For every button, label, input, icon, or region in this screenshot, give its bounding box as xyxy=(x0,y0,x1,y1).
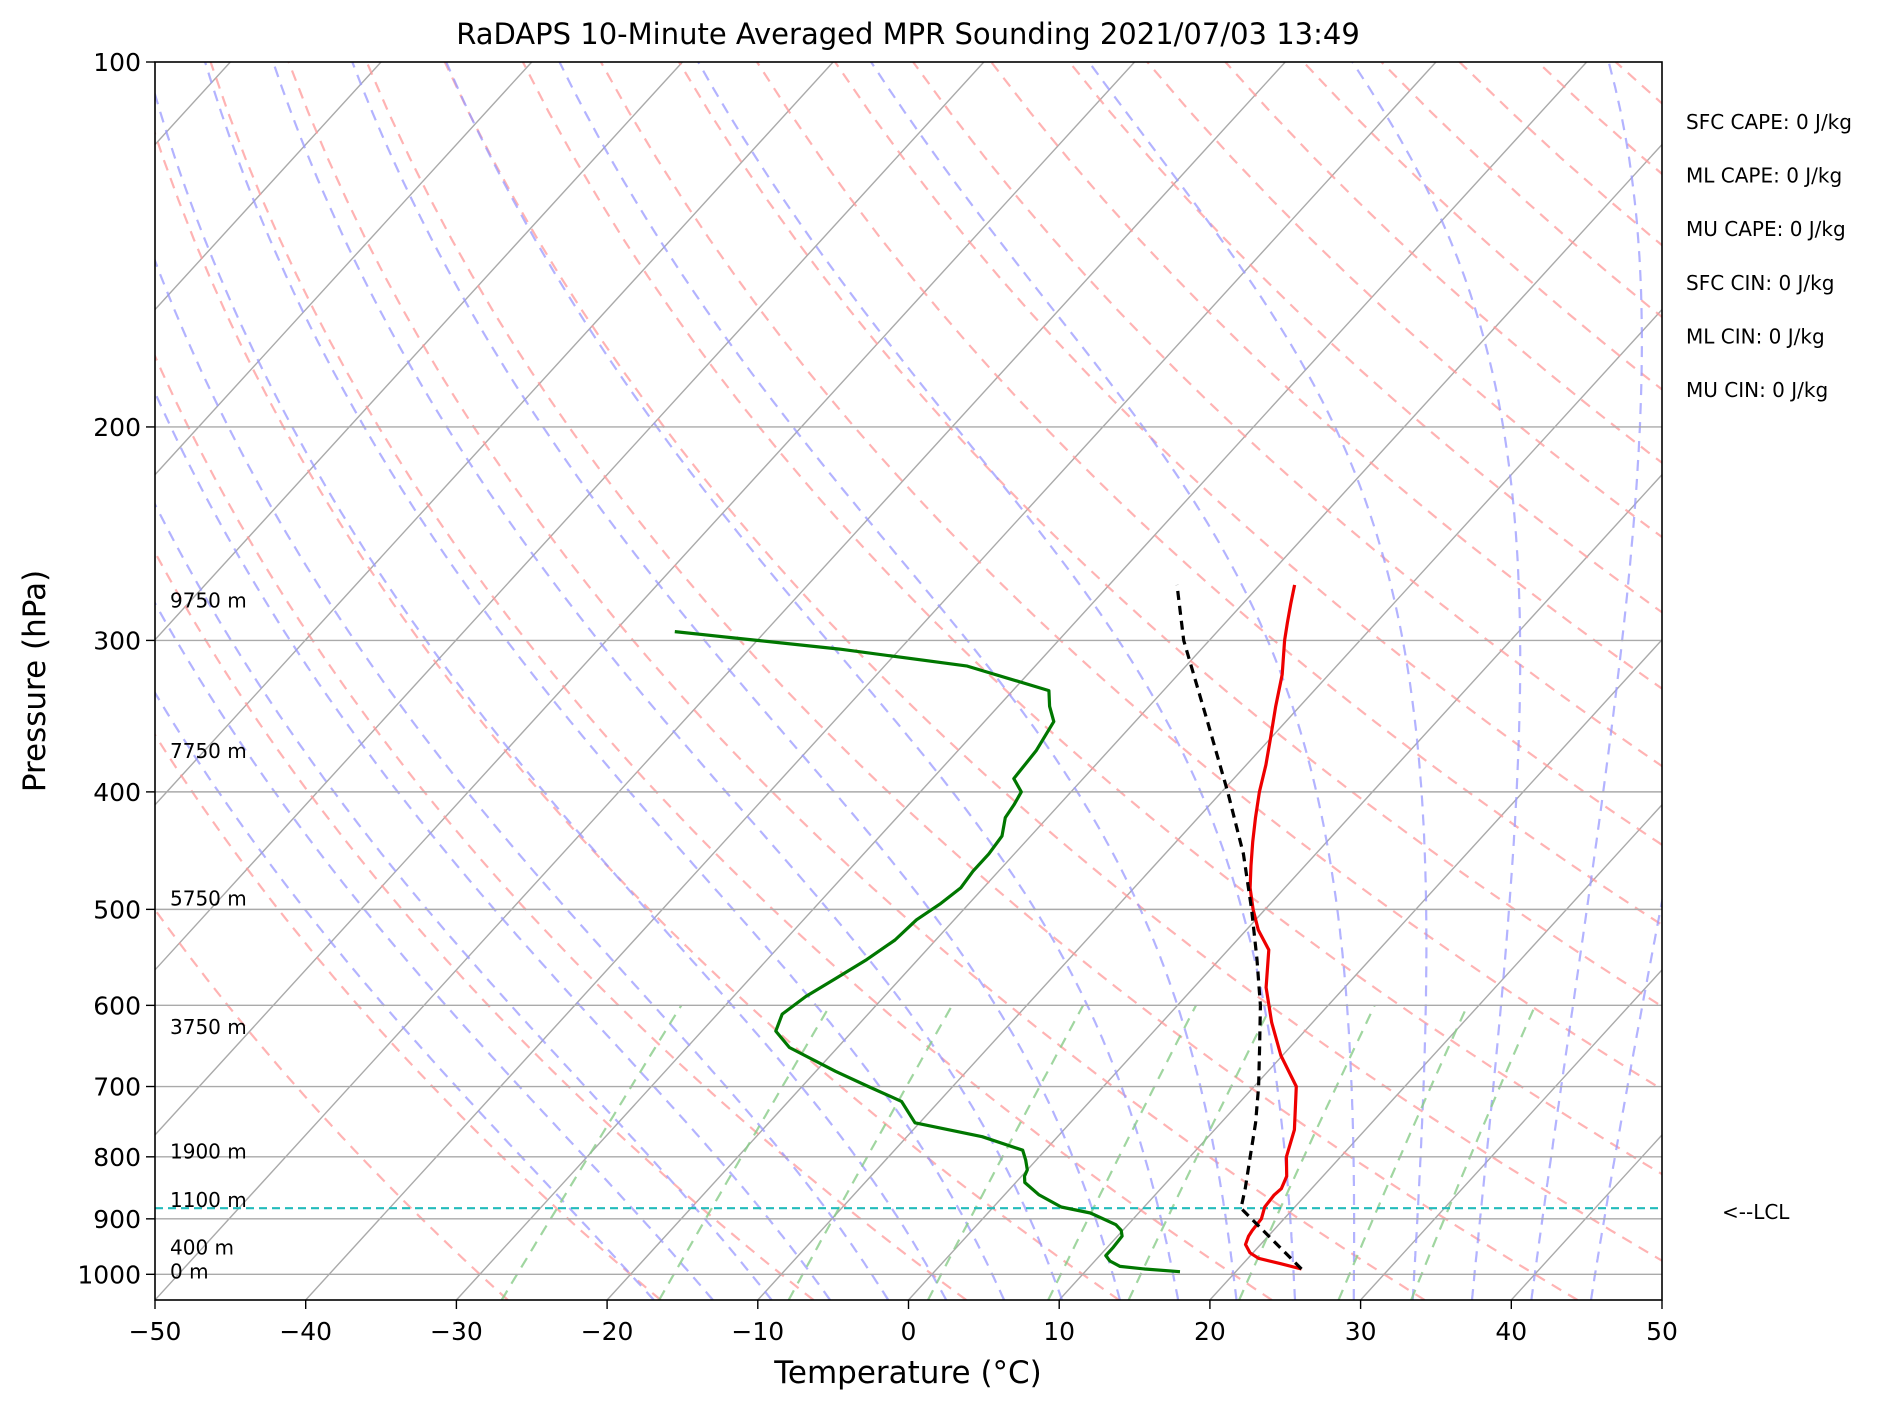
dry-adiabat-line xyxy=(287,62,1426,1300)
y-tick-label: 1000 xyxy=(77,1260,141,1289)
moist-adiabat-line xyxy=(351,62,1122,1300)
y-tick-label: 300 xyxy=(93,626,141,655)
isotherm-line xyxy=(757,308,1662,1300)
mixing-ratio-line xyxy=(1410,1004,1537,1300)
x-tick-label: −30 xyxy=(430,1317,483,1346)
x-tick-label: 10 xyxy=(1043,1317,1075,1346)
x-tick-label: 40 xyxy=(1495,1317,1527,1346)
moist-adiabat-line xyxy=(155,600,714,1300)
isotherm-line xyxy=(155,62,382,311)
y-tick-label: 900 xyxy=(93,1205,141,1234)
x-tick-label: −50 xyxy=(129,1317,182,1346)
moist-adiabat-line xyxy=(155,90,948,1300)
moist-adiabat-line xyxy=(1530,62,1644,1300)
height-label: 0 m xyxy=(170,1260,209,1284)
dry-adiabat-line xyxy=(155,353,967,1300)
moist-adiabat-line xyxy=(155,690,655,1300)
mixing-ratio-line xyxy=(787,1004,954,1300)
dry-adiabat-line xyxy=(756,62,1662,927)
height-label: 3750 m xyxy=(170,1015,247,1039)
stability-annotation: ML CAPE: 0 J/kg xyxy=(1686,164,1842,188)
stability-annotation: ML CIN: 0 J/kg xyxy=(1686,324,1825,348)
mixing-ratio-line xyxy=(1047,1004,1197,1300)
moist-adiabat-line xyxy=(1351,62,1522,1300)
y-axis-label: Pressure (hPa) xyxy=(17,570,53,792)
isotherm-line xyxy=(907,473,1662,1300)
isotherm-line xyxy=(1209,803,1662,1300)
x-tick-label: 50 xyxy=(1646,1317,1678,1346)
mixing-ratio-line xyxy=(658,1004,832,1300)
moist-adiabat-line xyxy=(155,257,890,1300)
isotherm-line xyxy=(155,62,985,971)
isotherm-line xyxy=(155,62,1286,1300)
moist-adiabat-line xyxy=(445,62,1180,1300)
x-tick-label: −40 xyxy=(279,1317,332,1346)
mixing-ratio-line xyxy=(500,1004,683,1300)
moist-adiabat-line xyxy=(558,62,1238,1300)
x-tick-label: 30 xyxy=(1345,1317,1377,1346)
y-tick-label: 800 xyxy=(93,1143,141,1172)
stability-annotation: MU CIN: 0 J/kg xyxy=(1686,378,1828,402)
dry-adiabat-line xyxy=(209,62,1273,1300)
height-label: 7750 m xyxy=(170,739,247,763)
height-label: 9750 m xyxy=(170,588,247,612)
isotherm-line xyxy=(1360,968,1662,1300)
moist-adiabat-line xyxy=(1088,62,1428,1300)
isotherm-line xyxy=(606,143,1662,1300)
x-tick-label: 20 xyxy=(1194,1317,1226,1346)
lcl-label: <--LCL xyxy=(1722,1200,1790,1224)
isotherm-line xyxy=(155,62,834,806)
chart-title: RaDAPS 10-Minute Averaged MPR Sounding 2… xyxy=(456,17,1360,51)
height-label: 1900 m xyxy=(170,1140,247,1164)
dewpoint-line xyxy=(674,630,1181,1274)
moist-adiabat-line xyxy=(204,62,1006,1300)
mixing-ratio-line xyxy=(1337,1004,1469,1300)
isotherm-line xyxy=(155,62,1136,1136)
height-label: 5750 m xyxy=(170,887,247,911)
isotherm-line xyxy=(1058,638,1662,1300)
stability-annotation: MU CAPE: 0 J/kg xyxy=(1686,217,1846,241)
x-tick-label: 0 xyxy=(901,1317,917,1346)
height-label: 400 m xyxy=(170,1235,234,1259)
mixing-ratio-line xyxy=(1127,1004,1273,1300)
y-tick-label: 100 xyxy=(93,48,141,77)
x-tick-label: −20 xyxy=(581,1317,634,1346)
stability-annotation: SFC CIN: 0 J/kg xyxy=(1686,271,1834,295)
y-tick-label: 500 xyxy=(93,895,141,924)
y-tick-label: 700 xyxy=(93,1073,141,1102)
temperature-line xyxy=(1243,584,1302,1271)
dry-adiabat-line xyxy=(599,62,1662,1091)
y-tick-label: 200 xyxy=(93,413,141,442)
parcel-path-line xyxy=(1175,584,1303,1271)
isotherm-line xyxy=(155,62,533,476)
mixing-ratio-line xyxy=(927,1004,1085,1300)
y-tick-label: 400 xyxy=(93,778,141,807)
moist-adiabat-line xyxy=(697,62,1297,1300)
dry-adiabat-line xyxy=(678,62,1662,1008)
moist-adiabat-line xyxy=(272,62,1064,1300)
x-tick-label: −10 xyxy=(731,1317,784,1346)
dry-adiabat-line xyxy=(912,62,1662,768)
stability-annotation: SFC CAPE: 0 J/kg xyxy=(1686,110,1852,134)
y-tick-label: 600 xyxy=(93,991,141,1020)
moist-adiabat-line xyxy=(155,502,773,1300)
height-label: 1100 m xyxy=(170,1188,247,1212)
dry-adiabat-line xyxy=(990,62,1662,690)
isotherm-line xyxy=(305,62,1437,1300)
moist-adiabat-line xyxy=(870,62,1356,1300)
isotherm-line xyxy=(155,62,683,641)
x-axis-label: Temperature (°C) xyxy=(773,1355,1042,1391)
mixing-ratio-line xyxy=(1238,1004,1376,1300)
